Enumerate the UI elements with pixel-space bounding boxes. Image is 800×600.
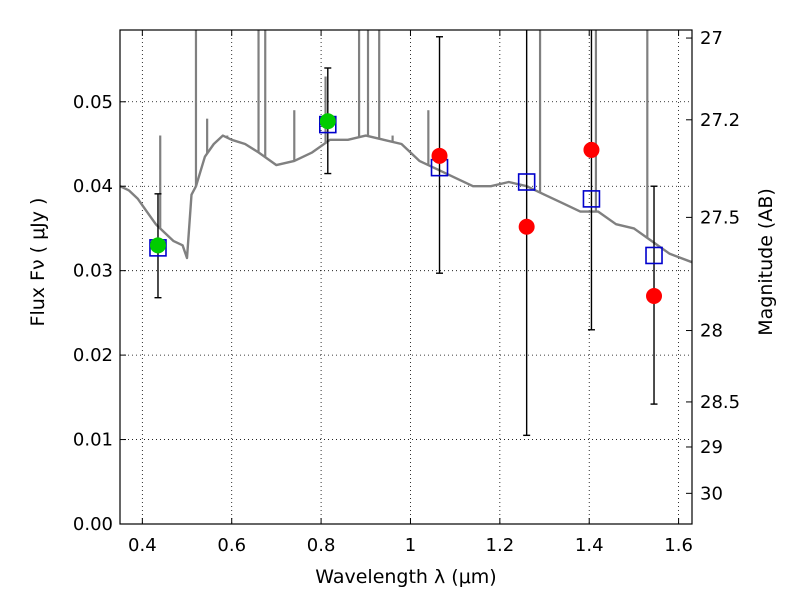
x-tick-label: 1.2 (486, 535, 515, 556)
predicted-flux-point (583, 141, 600, 158)
model-photometry-square (517, 173, 536, 191)
x-tick-label: 0.6 (217, 535, 246, 556)
model-photometry-square (645, 246, 663, 265)
model-spectrum-line (120, 134, 692, 264)
y2-tick-label: 28 (700, 321, 723, 342)
y-tick-label: 0.02 (73, 345, 113, 366)
observed-flux-point (149, 237, 166, 254)
plot-background (120, 30, 692, 524)
x-tick-label: 1 (405, 535, 416, 556)
predicted-flux-point (431, 147, 448, 164)
y2-tick-label: 27.5 (700, 207, 740, 228)
x-tick-label: 1.4 (575, 535, 604, 556)
y-tick-label: 0.00 (73, 514, 113, 535)
observed-flux-point (319, 113, 336, 130)
predicted-flux-point (646, 288, 663, 304)
y-tick-label: 0.04 (73, 176, 113, 197)
y-tick-label: 0.05 (73, 92, 113, 113)
y-axis-label: Flux Fν ( μJy ) (27, 198, 49, 327)
y2-tick-label: 27 (700, 28, 723, 49)
x-tick-label: 1.6 (664, 535, 693, 556)
x-tick-label: 0.4 (128, 535, 157, 556)
y-tick-label: 0.01 (73, 430, 113, 451)
data-series (120, 30, 692, 264)
y2-tick-label: 27.2 (700, 110, 740, 131)
x-axis-label: Wavelength λ (μm) (315, 566, 496, 588)
y2-tick-label: 30 (700, 483, 723, 504)
axis-ticks: 0.4 0.6 0.8 1 1.2 1.4 1.6 0.00 0.01 0.02 0.03 0.04 0… (73, 28, 740, 556)
plot-frame (119, 29, 693, 525)
markers (149, 113, 663, 304)
y2-tick-label: 29 (700, 437, 723, 458)
y2-axis-label: Magnitude (AB) (755, 188, 777, 336)
predicted-flux-point (518, 218, 535, 235)
x-tick-label: 0.8 (307, 535, 336, 556)
model-photometry-square (582, 190, 601, 208)
y-tick-label: 0.03 (73, 261, 113, 282)
y2-tick-label: 28.5 (700, 392, 740, 413)
